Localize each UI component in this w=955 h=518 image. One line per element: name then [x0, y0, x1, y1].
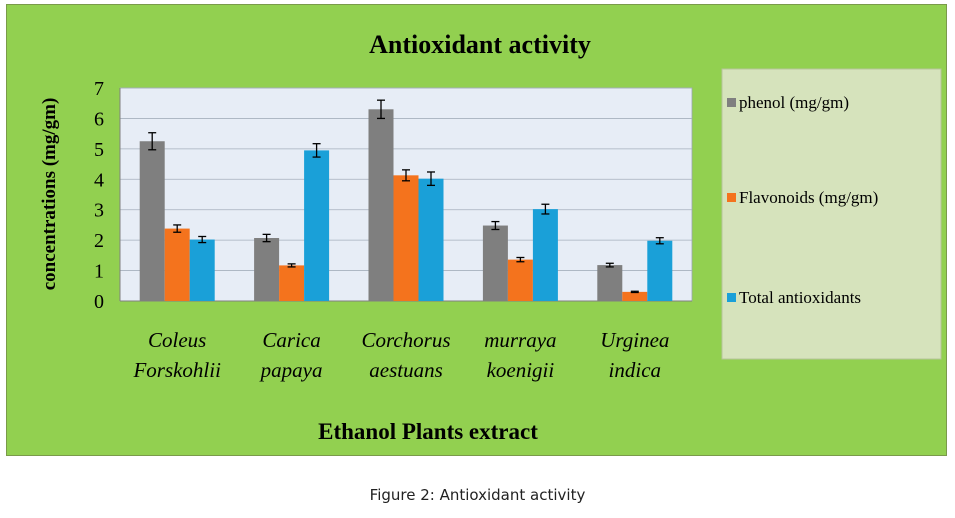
legend-label: Flavonoids (mg/gm)	[739, 188, 878, 207]
y-tick-label: 4	[94, 169, 104, 191]
legend: phenol (mg/gm) Flavonoids (mg/gm) Total an…	[721, 68, 942, 360]
legend-swatch	[727, 193, 736, 202]
bar	[368, 109, 394, 301]
bar	[164, 228, 190, 301]
y-tick-label: 7	[94, 78, 104, 100]
gridlines	[120, 87, 692, 271]
legend-label: Total antioxidants	[739, 288, 861, 307]
x-category-labels: Coleus Forskohlii Carica papaya Corchorus aes…	[132, 328, 669, 382]
y-tick-label: 6	[94, 108, 104, 130]
bar	[507, 259, 533, 301]
bars	[139, 109, 673, 301]
x-category-label: murraya	[484, 328, 556, 352]
x-axis-label: Ethanol Plants extract	[318, 419, 538, 444]
antioxidant-chart: Antioxidant activity 0 1 2 3 4 5 6 7 Coleus Fors…	[39, 30, 942, 444]
bar	[622, 291, 648, 301]
bar	[597, 265, 623, 301]
bar	[482, 225, 508, 301]
x-category-label: Forskohlii	[132, 358, 221, 382]
x-category-label: aestuans	[369, 358, 443, 382]
bar	[418, 178, 444, 301]
legend-swatch	[727, 293, 736, 302]
bar	[304, 150, 330, 301]
error-bars	[148, 99, 664, 294]
x-category-label: indica	[609, 358, 662, 382]
legend-box	[721, 68, 942, 360]
y-tick-label: 2	[94, 230, 104, 252]
y-tick-label: 3	[94, 200, 104, 222]
bar	[254, 238, 280, 301]
chart-title: Antioxidant activity	[369, 30, 591, 59]
chart-frame: Antioxidant activity 0 1 2 3 4 5 6 7 Coleus Fors…	[6, 4, 947, 456]
bar	[393, 175, 419, 301]
y-tick-label: 5	[94, 139, 104, 161]
x-category-label: Corchorus	[361, 328, 450, 352]
y-axis-label: concentrations (mg/gm)	[39, 98, 60, 291]
x-category-label: Carica	[262, 328, 320, 352]
figure-caption: Figure 2: Antioxidant activity	[369, 486, 586, 504]
y-tick-label: 0	[94, 291, 104, 313]
x-category-label: papaya	[259, 358, 323, 382]
bar	[532, 209, 558, 301]
bar	[279, 265, 305, 301]
bar	[139, 141, 165, 301]
x-category-label: koenigii	[487, 358, 555, 382]
legend-swatch	[727, 98, 736, 107]
bar	[189, 239, 215, 301]
x-category-label: Urginea	[600, 328, 669, 352]
x-category-label: Coleus	[148, 328, 206, 352]
bar	[647, 240, 673, 301]
legend-label: phenol (mg/gm)	[739, 93, 849, 112]
y-tick-label: 1	[94, 261, 104, 283]
